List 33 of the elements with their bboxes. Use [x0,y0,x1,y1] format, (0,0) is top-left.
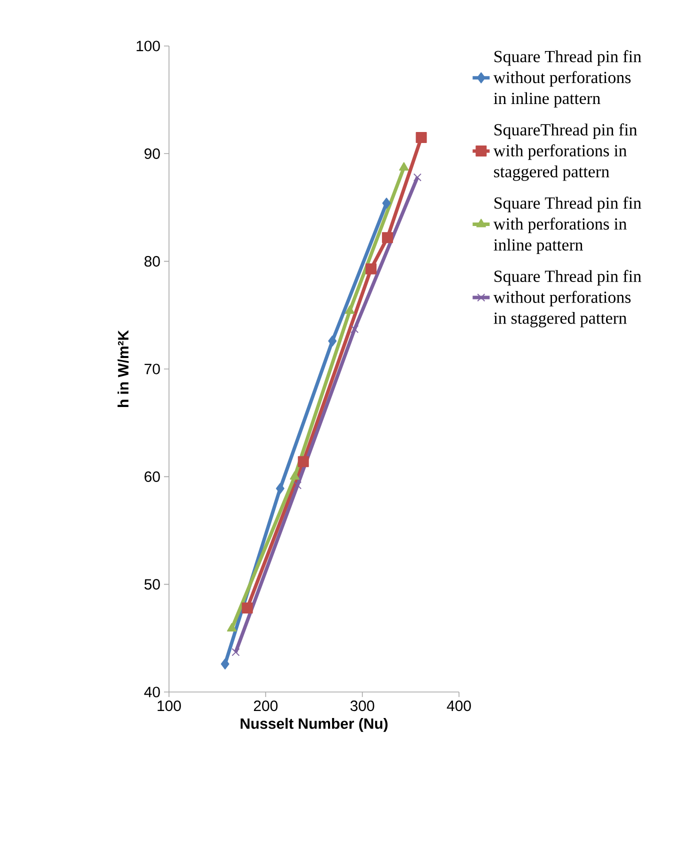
legend-label: SquareThread pin fin with perforations in staggered pattern [493,123,638,181]
point [399,162,409,171]
y-tick-label: 40 [144,686,160,698]
point [413,173,422,182]
point [350,325,359,334]
legend-label: Square Thread pin fin without perforations in staggered pattern [493,270,642,328]
y-axis-title: h in W/m²K [118,330,129,407]
point [366,263,377,274]
point [298,456,309,468]
y-tick-label: 90 [144,148,160,159]
point [290,471,300,480]
x-tick-label: 100 [158,700,181,712]
x-tick-label: 300 [350,700,374,712]
point [242,602,253,614]
y-tick-label: 100 [136,40,160,52]
point [416,132,427,144]
point [232,648,240,656]
point [382,198,391,209]
point [382,232,393,244]
point [328,336,337,347]
y-tick-label: 70 [144,364,160,374]
point [344,305,355,314]
y-tick-label: 60 [144,471,160,482]
point [220,658,230,670]
y-tick-label: 80 [144,256,160,267]
y-tick-label: 50 [144,579,160,590]
point [276,483,284,494]
legend-label: Square Thread pin fin with perforations in inline pattern [493,196,642,254]
x-tick-label: 200 [254,700,278,712]
x-axis-title: Nusselt Number (Nu) [240,718,388,732]
legend-label: Square Thread pin fin without perforations in inline pattern [493,50,642,108]
x-tick-label: 400 [446,700,471,712]
point [294,481,302,490]
